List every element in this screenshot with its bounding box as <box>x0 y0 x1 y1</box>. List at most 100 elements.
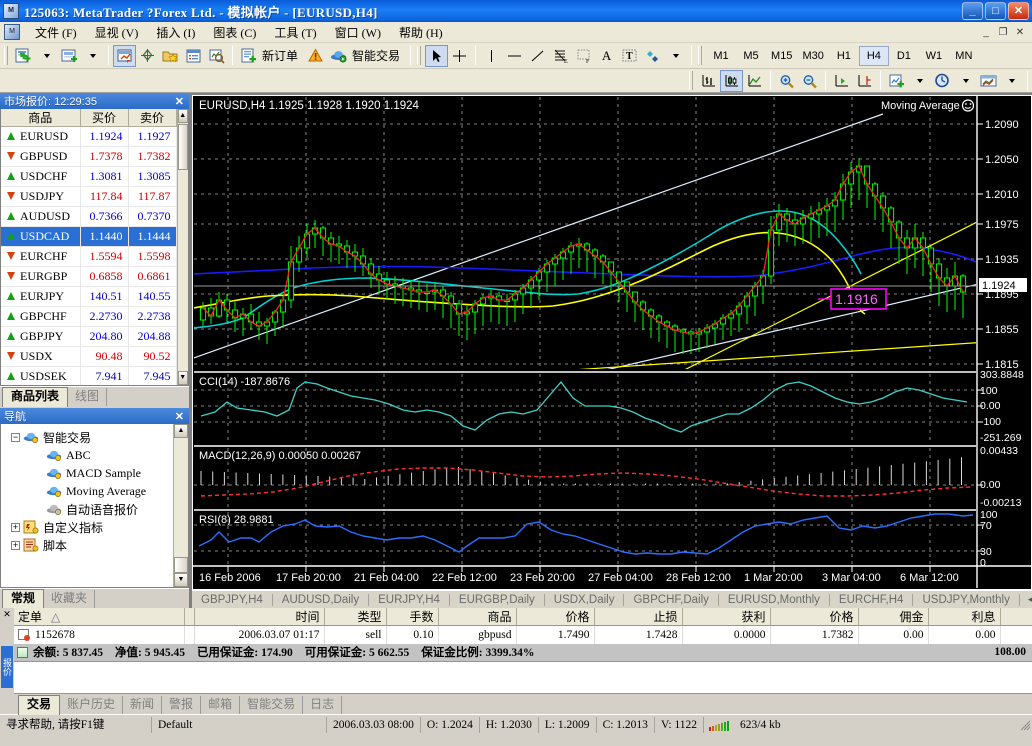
nav-scroll-up-icon[interactable]: ▲ <box>174 424 188 438</box>
chart-tab-eurjpy-h4[interactable]: EURJPY,H4 <box>369 593 450 606</box>
column-commission[interactable]: 佣金 <box>858 608 929 626</box>
column-bid[interactable]: 买价 <box>80 109 129 127</box>
market-watch-row[interactable]: AUDUSD 0.7366 0.7370 <box>1 206 177 227</box>
expert-advisors-icon[interactable] <box>327 45 350 67</box>
scroll-down-icon[interactable]: ▼ <box>177 371 188 385</box>
market-watch-close-icon[interactable]: ✕ <box>174 95 184 108</box>
toolbar-grip[interactable] <box>4 46 8 65</box>
menu-item-view[interactable]: 显视 (V) <box>94 25 139 40</box>
crosshair-icon[interactable] <box>448 45 471 67</box>
market-watch-row[interactable]: EURJPY 140.51 140.55 <box>1 286 177 307</box>
chart-shift-icon[interactable] <box>853 70 876 92</box>
new-chart-dropdown-icon[interactable] <box>35 45 58 67</box>
market-watch-row[interactable]: USDX 90.48 90.52 <box>1 346 177 367</box>
auto-scroll-icon[interactable] <box>830 70 853 92</box>
new-order-label[interactable]: 新订单 <box>262 49 299 63</box>
chart-tab-eurgbp-daily[interactable]: EURGBP,Daily <box>450 593 545 606</box>
menu-item-insert[interactable]: 插入 (I) <box>156 25 196 40</box>
terminal-tab-警报[interactable]: 警报 <box>162 696 202 714</box>
zoom-in-icon[interactable] <box>775 70 798 92</box>
toolbar-grip-4[interactable] <box>689 71 693 90</box>
new-order-icon[interactable] <box>237 45 260 67</box>
navigator-node[interactable]: + 脚本 <box>3 536 171 554</box>
timeframe-h1[interactable]: H1 <box>836 49 851 62</box>
text-tool-icon[interactable]: A <box>595 45 618 67</box>
market-watch-row[interactable]: USDCHF 1.3081 1.3085 <box>1 166 177 187</box>
column-order[interactable]: 定单 △ <box>14 608 185 626</box>
market-watch-row[interactable]: EURCHF 1.5594 1.5598 <box>1 246 177 267</box>
tab-favorites[interactable]: 收藏夹 <box>44 590 96 608</box>
chart-tab-eurusd-monthly[interactable]: EURUSD,Monthly <box>719 593 830 606</box>
scroll-up-icon[interactable]: ▲ <box>177 109 188 123</box>
market-watch-row[interactable]: USDSEK 7.941 7.945 <box>1 366 177 385</box>
chart-window[interactable]: 1.1916 EURUSD,H4 1.1925 1.1928 1.1920 1.… <box>192 95 1032 590</box>
fibonacci-icon[interactable]: E <box>549 45 572 67</box>
menu-item-tools[interactable]: 工具 (T) <box>274 25 317 40</box>
menu-item-file[interactable]: 文件 (F) <box>35 25 77 40</box>
chart-tab-usdx-daily[interactable]: USDX,Daily <box>545 593 625 606</box>
bar-chart-icon[interactable] <box>697 70 720 92</box>
terminal-tab-日志[interactable]: 日志 <box>303 696 343 714</box>
text-object-icon[interactable]: T <box>618 45 641 67</box>
column-open-price[interactable]: 价格 <box>516 608 595 626</box>
table-row[interactable]: 1152678 2006.03.07 01:17 sell 0.10 gbpusd 1.7… <box>14 625 1032 644</box>
column-symbol[interactable]: 商品 <box>438 608 517 626</box>
chart-tab-gbpchf-daily[interactable]: GBPCHF,Daily <box>624 593 719 606</box>
column-type[interactable]: 类型 <box>324 608 387 626</box>
column-profit[interactable]: 获利 <box>1000 608 1032 626</box>
timeframe-mn[interactable]: MN <box>955 49 973 62</box>
chart-tab-prev-icon[interactable]: ◀ <box>1027 594 1032 604</box>
chart-tab-gbpjpy-h4[interactable]: GBPJPY,H4 <box>192 593 273 606</box>
market-watch-row[interactable]: USDJPY 117.84 117.87 <box>1 186 177 207</box>
templates-icon[interactable] <box>977 70 1000 92</box>
mdi-minimize-button[interactable]: _ <box>983 26 989 38</box>
menu-item-charts[interactable]: 图表 (C) <box>213 25 257 40</box>
tree-expander-icon[interactable]: − <box>11 431 20 442</box>
tab-symbol-list[interactable]: 商品列表 <box>2 387 69 407</box>
chart-tab-audusd-daily[interactable]: AUDUSD,Daily <box>273 593 370 606</box>
favorites-icon[interactable] <box>159 45 182 67</box>
market-watch-row[interactable]: GBPCHF 2.2730 2.2738 <box>1 306 177 327</box>
data-window-icon[interactable] <box>182 45 205 67</box>
profiles-dropdown-icon[interactable] <box>81 45 104 67</box>
zoom-out-icon[interactable] <box>798 70 821 92</box>
market-watch-row[interactable]: GBPJPY 204.80 204.88 <box>1 326 177 347</box>
tree-expander-icon[interactable]: + <box>11 521 20 532</box>
period-dropdown-icon[interactable] <box>954 70 977 92</box>
column-time[interactable]: 时间 <box>194 608 325 626</box>
horizontal-line-icon[interactable] <box>503 45 526 67</box>
tree-expander-icon[interactable]: + <box>11 539 20 550</box>
text-label-icon[interactable]: F <box>572 45 595 67</box>
timeframe-m1[interactable]: M1 <box>713 49 729 62</box>
menu-item-help[interactable]: 帮助 (H) <box>399 25 443 40</box>
navigator-node[interactable]: 自动语音报价 <box>3 500 171 518</box>
chart-canvas[interactable]: 1.1916 EURUSD,H4 1.1925 1.1928 1.1920 1.… <box>193 96 1031 588</box>
navigator-node[interactable]: ABC <box>3 446 171 464</box>
close-button[interactable]: ✕ <box>1008 2 1029 20</box>
expert-advisors-label[interactable]: 智能交易 <box>352 49 401 63</box>
market-watch-scrollbar[interactable]: ▲ ▼ <box>176 109 188 385</box>
timeframe-w1[interactable]: W1 <box>925 49 943 62</box>
chart-tab-eurchf-h4[interactable]: EURCHF,H4 <box>830 593 914 606</box>
terminal-tab-邮箱[interactable]: 邮箱 <box>201 696 241 714</box>
navigator-node[interactable]: Moving Average <box>3 482 171 500</box>
shapes-dropdown-icon[interactable] <box>664 45 687 67</box>
column-symbol[interactable]: 商品 <box>1 109 81 127</box>
column-takeprofit[interactable]: 获利 <box>682 608 771 626</box>
column-lots[interactable]: 手数 <box>386 608 439 626</box>
mdi-close-button[interactable]: ✕ <box>1015 26 1025 38</box>
scroll-thumb[interactable] <box>177 124 188 170</box>
column-swap[interactable]: 利息 <box>928 608 1001 626</box>
maximize-button[interactable]: □ <box>985 2 1006 20</box>
connection-signal-icon[interactable] <box>704 719 734 731</box>
period-clock-icon[interactable] <box>931 70 954 92</box>
nav-scroll-down-icon[interactable]: ▼ <box>174 573 188 587</box>
resize-grip[interactable] <box>1018 718 1032 732</box>
line-chart-icon[interactable] <box>743 70 766 92</box>
candlestick-chart-icon[interactable] <box>720 69 743 92</box>
market-watch-icon[interactable] <box>113 44 136 67</box>
profiles-icon[interactable] <box>58 45 81 67</box>
terminal-tab-智能交易[interactable]: 智能交易 <box>240 696 304 714</box>
tab-common[interactable]: 常规 <box>2 589 45 609</box>
column-stoploss[interactable]: 止损 <box>594 608 683 626</box>
